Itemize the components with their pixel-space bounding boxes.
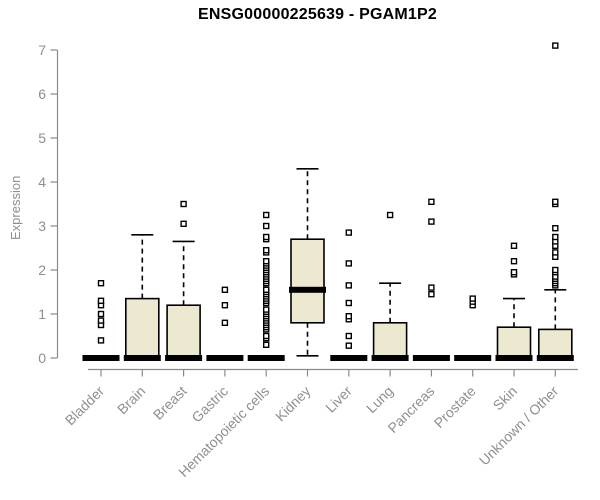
outlier-point xyxy=(510,242,518,250)
boxplot-liver xyxy=(330,229,368,361)
outlier-point xyxy=(510,269,518,276)
outlier-point xyxy=(263,258,270,265)
outlier-point xyxy=(97,280,105,287)
x-tick-label-brain: Brain xyxy=(114,383,148,417)
median-bar xyxy=(495,355,533,361)
outlier-point xyxy=(428,291,435,298)
median-bar xyxy=(206,355,244,361)
outlier-point xyxy=(552,233,559,241)
y-tick-label: 5 xyxy=(38,130,46,146)
median-bar xyxy=(123,355,161,361)
median-bar xyxy=(82,355,120,361)
outlier-point xyxy=(428,284,435,291)
outlier-point xyxy=(345,282,352,289)
outlier-point xyxy=(97,317,105,324)
outlier-point xyxy=(345,313,352,320)
outlier-point xyxy=(263,332,270,340)
median-bar xyxy=(289,286,326,293)
y-tick-label: 6 xyxy=(38,86,46,102)
outlier-point xyxy=(510,258,518,265)
median-bar xyxy=(330,355,368,361)
boxplot-gastric xyxy=(206,286,244,361)
outlier-point xyxy=(97,297,105,304)
outlier-point xyxy=(180,200,187,208)
outlier-point xyxy=(552,224,559,232)
x-tick-label-kidney: Kidney xyxy=(272,383,314,425)
outlier-point xyxy=(180,220,187,228)
boxplot-breast xyxy=(165,200,203,361)
outlier-point xyxy=(345,229,352,236)
x-tick-label-bladder: Bladder xyxy=(62,383,108,429)
outlier-point xyxy=(263,211,270,219)
iqr-box xyxy=(537,328,573,359)
outlier-point xyxy=(552,198,559,206)
boxplot-skin xyxy=(495,242,533,361)
boxplot-hematopoietic-cells xyxy=(247,211,285,361)
outlier-point xyxy=(345,342,352,349)
outlier-point xyxy=(552,42,559,49)
median-bar xyxy=(454,355,492,361)
x-tick-label-skin: Skin xyxy=(490,383,521,414)
x-tick-label-breast: Breast xyxy=(150,383,190,423)
boxplot-brain xyxy=(123,234,161,361)
outlier-point xyxy=(263,306,270,313)
median-bar xyxy=(247,355,285,361)
outlier-point xyxy=(552,266,559,274)
boxplot-prostate xyxy=(454,295,492,361)
iqr-box xyxy=(290,238,325,324)
outlier-point xyxy=(428,198,435,206)
outlier-point xyxy=(263,341,270,348)
iqr-box xyxy=(125,297,160,359)
iqr-box xyxy=(372,321,408,359)
outlier-point xyxy=(469,295,476,302)
outlier-point xyxy=(221,286,229,293)
outlier-point xyxy=(263,222,270,230)
median-bar xyxy=(371,355,409,361)
outlier-point xyxy=(97,310,105,318)
outlier-point xyxy=(345,260,352,267)
boxplot-kidney xyxy=(289,168,326,357)
outlier-point xyxy=(97,337,105,344)
y-tick-label: 7 xyxy=(38,42,46,58)
outlier-point xyxy=(386,211,394,219)
iqr-box xyxy=(166,304,201,359)
x-tick-label-lung: Lung xyxy=(363,383,396,416)
median-bar xyxy=(412,355,450,361)
boxplot-lung xyxy=(371,211,409,361)
x-tick-label-liver: Liver xyxy=(322,383,355,416)
median-bar xyxy=(165,355,203,361)
iqr-box xyxy=(496,326,532,359)
boxplot-bladder xyxy=(82,280,120,361)
outlier-point xyxy=(221,319,229,326)
outlier-point xyxy=(263,286,270,293)
y-tick-label: 0 xyxy=(38,350,46,366)
x-tick-label-prostate: Prostate xyxy=(431,383,479,431)
chart-title: ENSG00000225639 - PGAM1P2 xyxy=(198,6,437,23)
outlier-point xyxy=(428,218,435,225)
outlier-point xyxy=(345,332,352,340)
y-tick-label: 1 xyxy=(38,306,46,322)
y-tick-label: 2 xyxy=(38,262,46,278)
median-bar xyxy=(536,355,574,361)
outlier-point xyxy=(263,233,270,241)
y-tick-label: 3 xyxy=(38,218,46,234)
outlier-point xyxy=(221,302,229,309)
outlier-point xyxy=(552,249,559,256)
outlier-point xyxy=(345,299,352,307)
boxplot-unknown-other xyxy=(536,42,574,361)
outlier-point xyxy=(263,246,270,254)
y-tick-label: 4 xyxy=(38,174,46,190)
boxplot-pancreas xyxy=(412,198,450,361)
